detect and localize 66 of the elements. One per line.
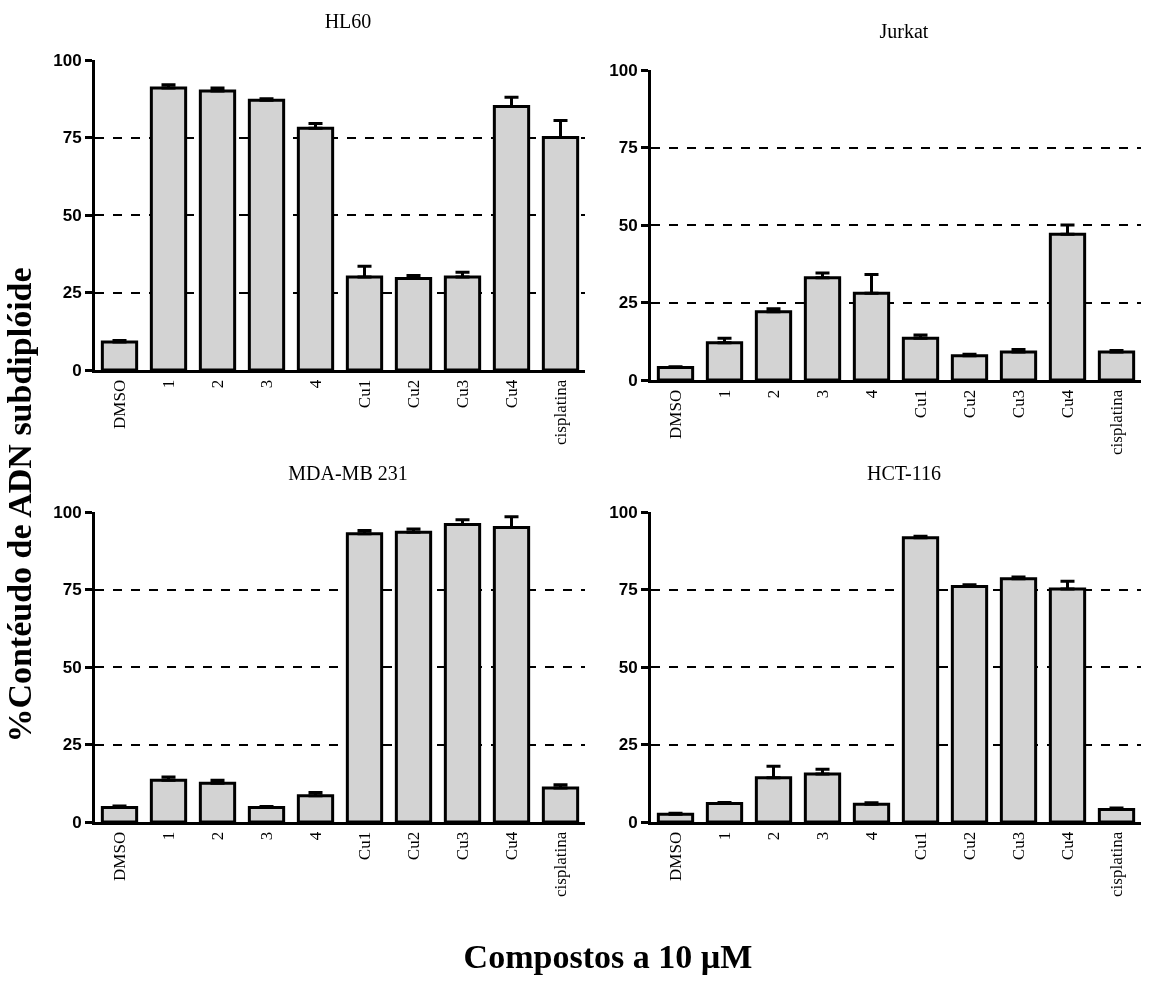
x-tick-label: 1 <box>159 831 179 841</box>
x-tick-label: 4 <box>862 389 882 399</box>
y-tick-label: 0 <box>628 370 638 390</box>
x-tick-label: 1 <box>159 379 179 389</box>
x-tick-label: Cu2 <box>404 831 424 861</box>
x-axis-title: Compostos a 10 µM <box>462 938 754 976</box>
y-tick-label: 25 <box>62 735 82 755</box>
y-tick-label: 0 <box>72 812 82 832</box>
y-tick-label: 25 <box>618 735 638 755</box>
x-tick-label: Cu2 <box>960 831 980 861</box>
y-tick-label: 75 <box>62 580 82 600</box>
y-tick-label: 50 <box>618 215 638 235</box>
y-tick-label: 25 <box>618 293 638 313</box>
x-tick-label: 1 <box>715 389 735 399</box>
x-tick-label: 2 <box>764 389 784 399</box>
x-tick-label: DMSO <box>110 831 130 881</box>
x-tick-label: cisplatina <box>1107 831 1127 897</box>
x-tick-label: Cu4 <box>1058 831 1078 861</box>
x-tick-label: 2 <box>208 379 228 389</box>
x-tick-label: cisplatina <box>551 831 571 897</box>
x-tick-label: Cu2 <box>960 389 980 419</box>
x-tick-label: DMSO <box>110 379 130 429</box>
x-tick-label: 4 <box>862 831 882 841</box>
x-tick-label: Cu1 <box>355 379 375 409</box>
y-tick-label: 50 <box>618 657 638 677</box>
chart-title: Jurkat <box>879 20 929 43</box>
x-tick-label: cisplatina <box>551 379 571 445</box>
x-tick-label: 3 <box>813 389 833 399</box>
x-tick-label: 2 <box>208 831 228 841</box>
y-tick-label: 50 <box>62 205 82 225</box>
y-tick-label: 50 <box>62 657 82 677</box>
y-tick-label: 100 <box>53 50 82 70</box>
y-tick-label: 100 <box>53 502 82 522</box>
chart-title: HL60 <box>324 10 372 33</box>
x-tick-label: Cu3 <box>453 831 473 861</box>
x-tick-label: 3 <box>257 379 277 389</box>
x-tick-label: Cu4 <box>502 379 522 409</box>
y-tick-label: 75 <box>618 138 638 158</box>
x-tick-label: DMSO <box>666 389 686 439</box>
y-tick-label: 0 <box>72 360 82 380</box>
x-tick-label: 2 <box>764 831 784 841</box>
y-tick-label: 75 <box>62 128 82 148</box>
y-tick-label: 25 <box>62 283 82 303</box>
x-tick-label: 1 <box>715 831 735 841</box>
x-tick-label: Cu4 <box>1058 389 1078 419</box>
x-tick-label: Cu2 <box>404 379 424 409</box>
x-tick-label: DMSO <box>666 831 686 881</box>
chart-title: HCT-116 <box>866 462 942 485</box>
chart-title: MDA-MB 231 <box>288 462 408 485</box>
x-tick-label: Cu3 <box>1009 389 1029 419</box>
y-tick-label: 75 <box>618 580 638 600</box>
x-tick-label: 3 <box>257 831 277 841</box>
x-tick-label: Cu3 <box>453 379 473 409</box>
x-tick-label: Cu1 <box>355 831 375 861</box>
x-tick-label: 3 <box>813 831 833 841</box>
x-tick-label: Cu1 <box>911 831 931 861</box>
x-tick-label: 4 <box>306 831 326 841</box>
y-axis-title: %Contéudo de ADN subdiplóide <box>0 266 39 745</box>
y-tick-label: 100 <box>609 60 638 80</box>
x-tick-label: 4 <box>306 379 326 389</box>
y-tick-label: 100 <box>609 502 638 522</box>
x-tick-label: Cu3 <box>1009 831 1029 861</box>
x-tick-label: Cu4 <box>502 831 522 861</box>
y-tick-label: 0 <box>628 812 638 832</box>
x-tick-label: cisplatina <box>1107 389 1127 455</box>
x-tick-label: Cu1 <box>911 389 931 419</box>
